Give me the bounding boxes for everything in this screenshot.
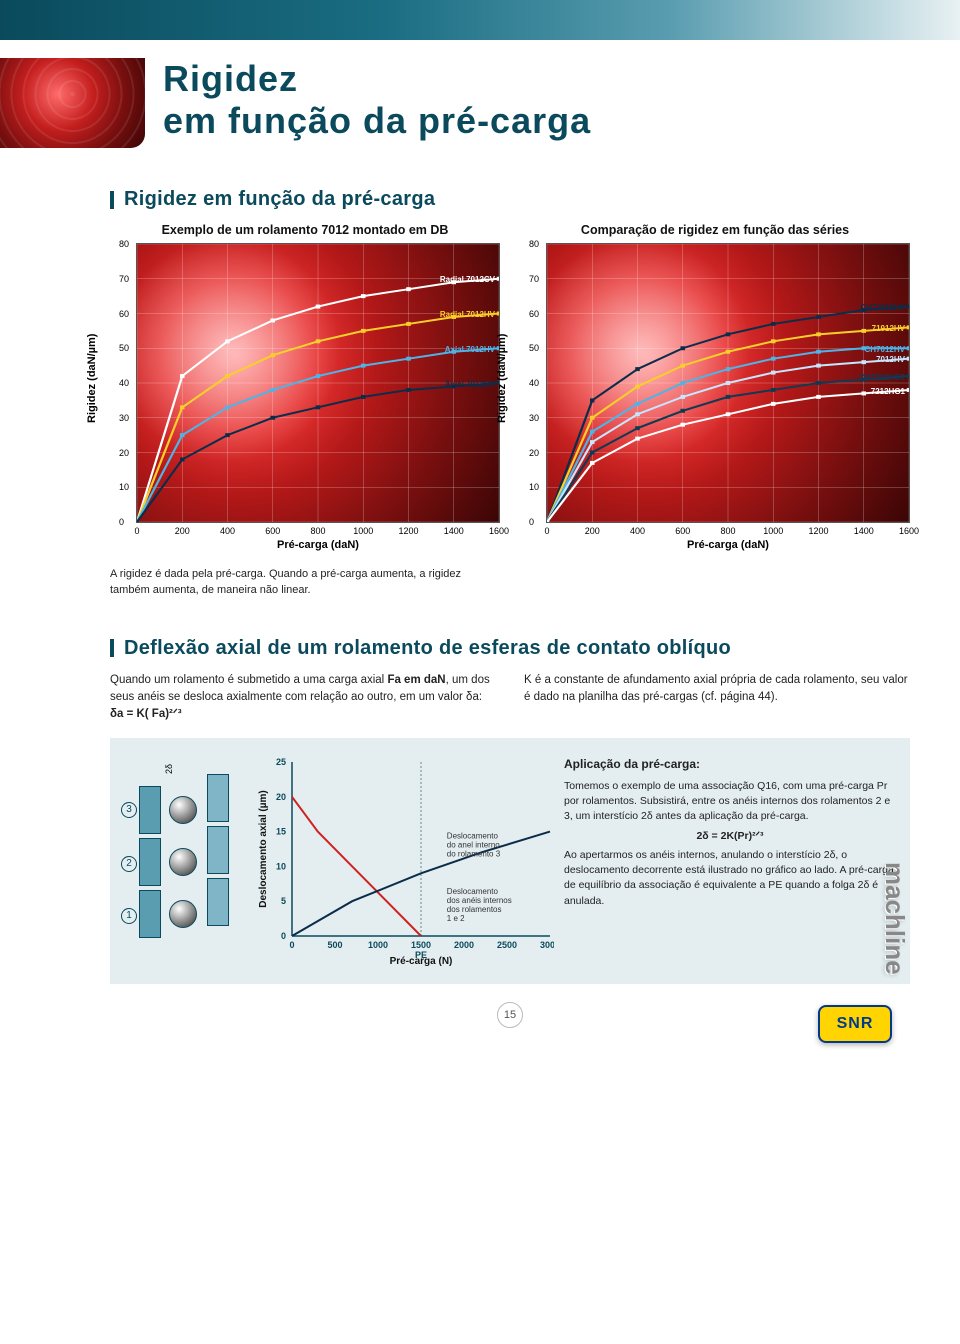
page-title: Rigidez em função da pré-carga: [163, 58, 591, 142]
snr-logo: SNR: [818, 1005, 892, 1043]
section1-caption: A rigidez é dada pela pré-carga. Quando …: [110, 567, 500, 599]
bottom-panel: 2δ 3 2 1 0 5 10 15 20 25 0 500 1000 1500 2000 2500 3…: [110, 738, 910, 984]
title-line2: em função da pré-carga: [163, 100, 591, 142]
svg-text:Pré-carga (N): Pré-carga (N): [390, 956, 453, 966]
page-number: 15: [110, 1002, 910, 1028]
bearing-num-1: 1: [121, 908, 137, 924]
chart-left-ylabel: Rigidez (daN/µm): [86, 334, 98, 423]
bearing-num-3: 3: [121, 802, 137, 818]
svg-text:5: 5: [281, 896, 286, 906]
section1-heading: Rigidez em função da pré-carga: [110, 188, 910, 211]
chart-left-xlabel: Pré-carga (daN): [136, 539, 500, 551]
section2-body: Quando um rolamento é submetido a uma ca…: [110, 672, 910, 724]
bottom-chart: 0510152025050010001500200025003000PEPré-…: [254, 756, 554, 966]
chart-right-xlabel: Pré-carga (daN): [546, 539, 910, 551]
heading-bar-2: [110, 639, 114, 657]
bottom-text-p2: Ao apertarmos os anéis internos, anuland…: [564, 848, 896, 909]
chart-left-title: Exemplo de um rolamento 7012 montado em …: [110, 223, 500, 237]
svg-text:2500: 2500: [497, 940, 517, 950]
bottom-text-p1: Tomemos o exemplo de uma associação Q16,…: [564, 779, 896, 825]
bearing-diagram: 2δ 3 2 1: [139, 766, 229, 956]
svg-text:Deslocamentodo anel internodo: Deslocamentodo anel internodo rolamento …: [447, 831, 501, 858]
section2-col1: Quando um rolamento é submetido a uma ca…: [110, 672, 496, 724]
hero-header: Rigidez em função da pré-carga: [0, 40, 960, 148]
svg-text:2000: 2000: [454, 940, 474, 950]
bottom-formula: 2δ = 2K(Pr)²ᐟ³: [564, 829, 896, 844]
hero-image: [0, 58, 145, 148]
chart-left: 0200400600800100012001400160001020304050…: [136, 243, 500, 523]
svg-text:1500: 1500: [411, 940, 431, 950]
svg-text:Deslocamento axial (µm): Deslocamento axial (µm): [258, 790, 269, 907]
bearing-num-2: 2: [121, 856, 137, 872]
svg-text:0: 0: [289, 940, 294, 950]
svg-text:20: 20: [276, 791, 286, 801]
top-gradient-bar: [0, 0, 960, 40]
bottom-text-heading: Aplicação da pré-carga:: [564, 756, 896, 773]
section1-title: Rigidez em função da pré-carga: [124, 188, 435, 211]
svg-text:25: 25: [276, 757, 286, 767]
svg-text:Deslocamentodos anéis internos: Deslocamentodos anéis internosdos rolame…: [447, 887, 512, 923]
svg-text:500: 500: [327, 940, 342, 950]
section2-title: Deflexão axial de um rolamento de esfera…: [124, 637, 731, 660]
delta-label: 2δ: [164, 764, 174, 774]
chart-right-title: Comparação de rigidez em função das séri…: [520, 223, 910, 237]
heading-bar: [110, 191, 114, 209]
section2-col2: K é a constante de afundamento axial pró…: [524, 672, 910, 707]
svg-text:1000: 1000: [368, 940, 388, 950]
section2-heading: Deflexão axial de um rolamento de esfera…: [110, 637, 910, 660]
svg-text:10: 10: [276, 861, 286, 871]
chart-right-ylabel: Rigidez (daN/µm): [496, 334, 508, 423]
chart-right: 0200400600800100012001400160001020304050…: [546, 243, 910, 523]
svg-text:15: 15: [276, 826, 286, 836]
svg-text:0: 0: [281, 931, 286, 941]
title-line1: Rigidez: [163, 58, 591, 100]
svg-text:3000: 3000: [540, 940, 554, 950]
